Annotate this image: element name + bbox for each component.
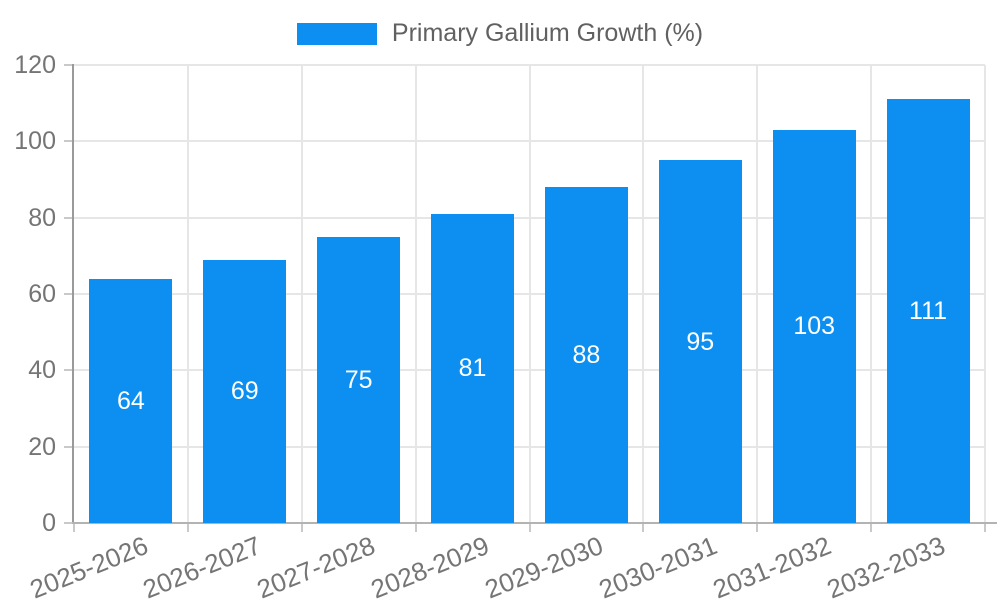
x-tick (870, 523, 873, 532)
bar (544, 187, 628, 523)
x-tick (300, 523, 303, 532)
y-tick (64, 216, 74, 219)
legend-swatch-icon (296, 22, 377, 45)
x-gridline (642, 65, 645, 523)
x-tick (186, 523, 189, 532)
bar-value-label: 75 (344, 365, 373, 394)
bar (203, 259, 287, 523)
y-tick (64, 64, 74, 66)
x-axis-line (72, 522, 997, 524)
x-category-label: 2030-2031 (594, 530, 722, 600)
y-tick-label: 100 (14, 127, 56, 156)
y-axis-line (72, 64, 74, 523)
x-gridline (186, 65, 189, 523)
y-tick-label: 0 (42, 509, 56, 537)
x-gridline (528, 65, 531, 523)
y-tick (64, 293, 74, 295)
x-category-label: 2025-2026 (25, 530, 152, 600)
x-category-label: 2031-2032 (708, 530, 836, 600)
bar (431, 213, 515, 523)
y-tick-label: 60 (28, 280, 56, 308)
bar-value-label: 64 (117, 386, 145, 415)
x-category-label: 2027-2028 (253, 530, 380, 600)
bar (89, 278, 173, 523)
bar-value-label: 88 (572, 341, 601, 370)
x-category-label: 2026-2027 (139, 530, 266, 600)
bar-value-label: 111 (909, 297, 948, 326)
x-gridline (984, 65, 986, 523)
bar (886, 99, 970, 523)
x-tick (528, 523, 531, 532)
x-tick (642, 523, 645, 532)
x-tick (414, 523, 417, 532)
x-tick (73, 523, 75, 532)
bar (772, 129, 856, 523)
y-tick (64, 369, 74, 372)
x-category-label: 2028-2029 (366, 530, 494, 600)
bar (658, 160, 742, 523)
y-tick (64, 522, 74, 524)
y-tick-label: 20 (28, 432, 56, 461)
x-tick (756, 523, 759, 532)
y-tick (64, 445, 74, 448)
x-gridline (414, 65, 417, 523)
y-tick-label: 80 (28, 203, 56, 232)
bar-value-label: 81 (458, 354, 487, 383)
bar-value-label: 69 (230, 377, 259, 406)
x-gridline (870, 65, 873, 523)
bar-value-label: 103 (793, 312, 836, 341)
x-gridline (756, 65, 759, 523)
x-category-label: 2032-2033 (822, 530, 949, 600)
bar (317, 236, 401, 523)
x-tick (984, 523, 986, 532)
x-gridline (300, 65, 303, 523)
y-tick-label: 120 (14, 51, 56, 79)
legend-label: Primary Gallium Growth (%) (391, 19, 704, 47)
y-tick-label: 40 (28, 356, 56, 385)
bar-value-label: 95 (686, 327, 715, 356)
legend-item[interactable]: Primary Gallium Growth (%) (296, 19, 704, 47)
x-category-label: 2029-2030 (480, 530, 608, 600)
legend: Primary Gallium Growth (%) (0, 21, 1000, 46)
y-tick (64, 140, 74, 143)
